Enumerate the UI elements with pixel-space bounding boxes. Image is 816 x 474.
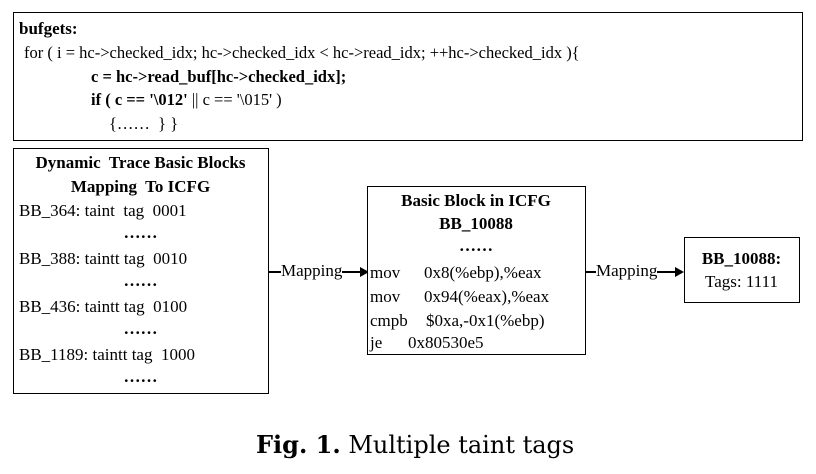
trace-entry: BB_1189: taintt tag 1000 xyxy=(19,345,195,364)
icfg-instr-op: mov xyxy=(370,263,401,282)
icfg-dots: …… xyxy=(459,236,493,255)
icfg-instr-args: 0x8(%ebp),%eax xyxy=(424,263,542,282)
trace-title-line2: Mapping To ICFG xyxy=(70,177,211,196)
icfg-instr-op: je xyxy=(370,333,383,352)
mapping-arrow-1-label: Mapping xyxy=(281,261,343,281)
icfg-box: Basic Block in ICFG BB_10088 …… mov 0x8(… xyxy=(367,186,586,355)
trace-entry: BB_436: taintt tag 0100 xyxy=(19,297,188,316)
figure-caption-label: Fig. 1. xyxy=(256,430,341,459)
code-box: bufgets: for ( i = hc->checked_idx; hc->… xyxy=(13,12,803,141)
trace-entry: BB_364: taint tag 0001 xyxy=(19,201,187,220)
code-title: bufgets: xyxy=(19,19,78,38)
trace-entry-dots: …… xyxy=(123,223,158,242)
figure-caption-text: Multiple taint tags xyxy=(340,431,575,459)
icfg-instr-op: cmpb xyxy=(370,311,408,330)
mapping-arrow-2-label: Mapping xyxy=(596,261,658,281)
icfg-title-line1: Basic Block in ICFG xyxy=(401,191,551,210)
icfg-instr-op: mov xyxy=(370,287,401,306)
code-line-if: if ( c == '\012' || c == '\015' ) xyxy=(91,90,282,110)
code-line-for: for ( i = hc->checked_idx; hc->checked_i… xyxy=(24,43,580,62)
code-if-rest: || c == '\015' ) xyxy=(187,90,282,109)
icfg-title-line2: BB_10088 xyxy=(439,214,513,233)
trace-entry-dots: …… xyxy=(123,271,158,290)
mapping-arrow-2-head xyxy=(675,266,684,277)
result-box: BB_10088: Tags: 1111 xyxy=(684,237,800,303)
trace-entry: BB_388: taintt tag 0010 xyxy=(19,249,188,268)
result-tags: Tags: 1111 xyxy=(705,272,778,291)
figure-caption: Fig. 1. Multiple taint tags xyxy=(256,430,574,459)
code-line-brace: {…… } } xyxy=(109,114,179,133)
icfg-instr-args: $0xa,-0x1(%ebp) xyxy=(426,311,545,330)
mapping-arrow-1-head xyxy=(360,266,369,277)
trace-entry-dots: …… xyxy=(123,367,158,386)
icfg-instr-args: 0x80530e5 xyxy=(408,333,484,352)
code-if-keyword: if ( c == '\012' xyxy=(91,90,188,109)
trace-box: Dynamic Trace Basic Blocks Mapping To IC… xyxy=(13,148,269,394)
code-line-assign: c = hc->read_buf[hc->checked_idx]; xyxy=(91,67,347,86)
trace-entry-dots: …… xyxy=(123,319,158,338)
result-title: BB_10088: xyxy=(701,249,782,268)
icfg-instr-args: 0x94(%eax),%eax xyxy=(424,287,550,306)
trace-title-line1: Dynamic Trace Basic Blocks xyxy=(35,153,246,172)
